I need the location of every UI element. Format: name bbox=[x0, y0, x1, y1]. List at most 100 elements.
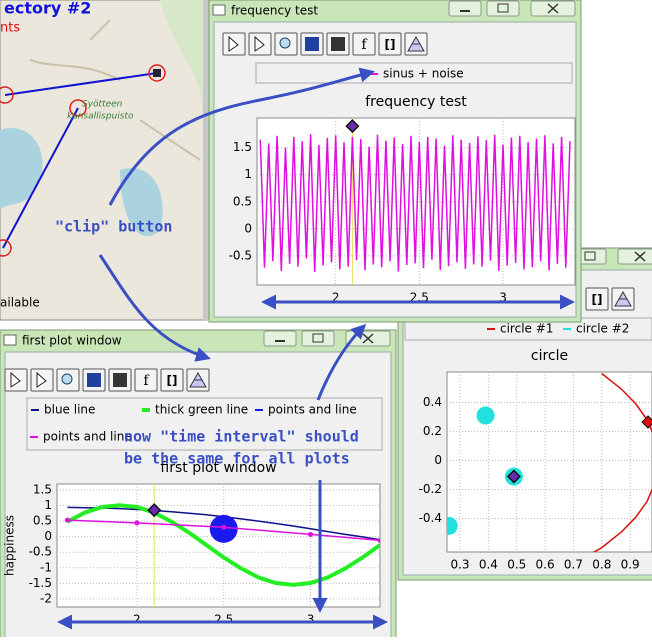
cursor-marker[interactable] bbox=[147, 503, 162, 518]
y-tick-label: -0.5 bbox=[229, 248, 252, 262]
lake bbox=[0, 128, 43, 210]
toolbar-label: [] bbox=[385, 38, 396, 52]
y-axis-label: happiness bbox=[3, 515, 17, 576]
y-tick-label: -1 bbox=[40, 560, 52, 574]
minimize-button[interactable] bbox=[448, 0, 482, 17]
first-plot-window: first plot window f [] blue line thick green… bbox=[0, 329, 397, 641]
maximize-button[interactable] bbox=[301, 330, 335, 347]
plot-content bbox=[64, 484, 380, 607]
chart-title: first plot window bbox=[160, 460, 276, 476]
data-point bbox=[134, 520, 140, 526]
y-tick-label: -0.2 bbox=[419, 482, 442, 496]
data-point bbox=[447, 516, 458, 535]
icon bbox=[189, 371, 207, 388]
f-button[interactable] bbox=[352, 32, 376, 56]
x-tick-label: 0.4 bbox=[479, 558, 498, 572]
cursor-marker[interactable] bbox=[506, 469, 521, 484]
legend-label: blue line bbox=[44, 403, 95, 417]
clip-button[interactable] bbox=[585, 287, 609, 311]
icon bbox=[634, 251, 646, 262]
maximize-button[interactable] bbox=[486, 0, 520, 17]
marker bbox=[641, 415, 652, 429]
series-line bbox=[592, 372, 652, 552]
status-text: ailable bbox=[0, 296, 40, 310]
icon bbox=[10, 371, 21, 388]
clip-button[interactable] bbox=[160, 368, 184, 392]
data-point bbox=[64, 517, 70, 523]
forest bbox=[160, 0, 205, 130]
legend-label: points and line bbox=[43, 430, 132, 444]
lake bbox=[120, 168, 163, 237]
legend-label: circle #1 bbox=[500, 322, 553, 336]
annotation: be the same for all plots bbox=[124, 450, 350, 468]
x-tick-label: 2.5 bbox=[214, 613, 233, 627]
toolbar-label: f bbox=[143, 373, 150, 389]
road bbox=[29, 19, 201, 161]
y-tick-label: 0 bbox=[244, 221, 252, 235]
icon bbox=[254, 35, 265, 52]
plot-content bbox=[447, 372, 652, 552]
x-tick-label: 0.7 bbox=[564, 558, 583, 572]
annotation: now "time interval" should bbox=[124, 428, 359, 446]
series-line bbox=[259, 134, 571, 273]
toolbar-label: [] bbox=[592, 293, 603, 307]
icon bbox=[407, 35, 425, 52]
waypoint[interactable] bbox=[148, 64, 166, 82]
y-tick-label: -0.4 bbox=[419, 511, 442, 525]
icon bbox=[87, 373, 101, 387]
arrow bbox=[316, 323, 367, 401]
x-tick-label: 0.9 bbox=[621, 558, 640, 572]
route bbox=[2, 107, 79, 249]
app-icon bbox=[3, 334, 17, 346]
window-title: first plot window bbox=[22, 334, 122, 348]
window-title: frequency test bbox=[231, 4, 318, 18]
legend-label: sinus + noise bbox=[383, 67, 464, 81]
y-tick-label: -1.5 bbox=[29, 576, 52, 590]
place-label: kansallispuisto bbox=[67, 112, 134, 122]
route bbox=[4, 72, 158, 96]
y-tick-label: 1.5 bbox=[33, 482, 52, 496]
y-tick-label: -2 bbox=[40, 591, 52, 605]
icon bbox=[331, 37, 345, 51]
minimize-button[interactable] bbox=[263, 330, 297, 347]
y-tick-label: -0.5 bbox=[29, 545, 52, 559]
x-tick-label: 2 bbox=[133, 613, 141, 627]
legend-box bbox=[255, 62, 573, 84]
window-edge bbox=[203, 0, 209, 320]
y-tick-label: 0 bbox=[44, 529, 52, 543]
arrow bbox=[108, 67, 375, 206]
y-tick-label: 1 bbox=[44, 498, 52, 512]
y-tick-label: 0 bbox=[434, 453, 442, 467]
y-tick-label: 0.2 bbox=[423, 424, 442, 438]
place-label: Syötteen bbox=[82, 100, 123, 110]
waypoint[interactable] bbox=[0, 239, 12, 257]
icon bbox=[61, 373, 73, 385]
app-icon bbox=[212, 4, 226, 16]
icon bbox=[497, 3, 509, 13]
annotations: "clip" button now "time interval" should… bbox=[55, 67, 575, 630]
clip-button[interactable] bbox=[378, 32, 402, 56]
data-point bbox=[221, 524, 227, 530]
data-point bbox=[476, 406, 495, 425]
close-button[interactable] bbox=[617, 248, 652, 265]
map-window: ectory #2 nts Syötteen kansallispuisto a… bbox=[0, 0, 209, 321]
y-tick-label: 1 bbox=[244, 167, 252, 181]
toolbar-label: f bbox=[361, 37, 368, 53]
x-tick-label: 0.5 bbox=[507, 558, 526, 572]
icon bbox=[614, 290, 632, 307]
f-button[interactable] bbox=[134, 368, 158, 392]
x-tick-label: 0.8 bbox=[592, 558, 611, 572]
arrow bbox=[98, 254, 211, 362]
chart-title: circle bbox=[531, 348, 568, 364]
plot-content bbox=[259, 118, 571, 285]
waypoint[interactable] bbox=[0, 86, 14, 104]
cursor-marker[interactable] bbox=[345, 119, 360, 134]
icon bbox=[584, 251, 596, 261]
y-tick-label: 0.4 bbox=[423, 395, 442, 409]
waypoint[interactable] bbox=[69, 99, 87, 117]
map-title: ectory #2 bbox=[4, 0, 91, 18]
y-tick-label: 0.5 bbox=[233, 194, 252, 208]
x-tick-label: 3 bbox=[307, 613, 315, 627]
series-line bbox=[66, 503, 380, 587]
